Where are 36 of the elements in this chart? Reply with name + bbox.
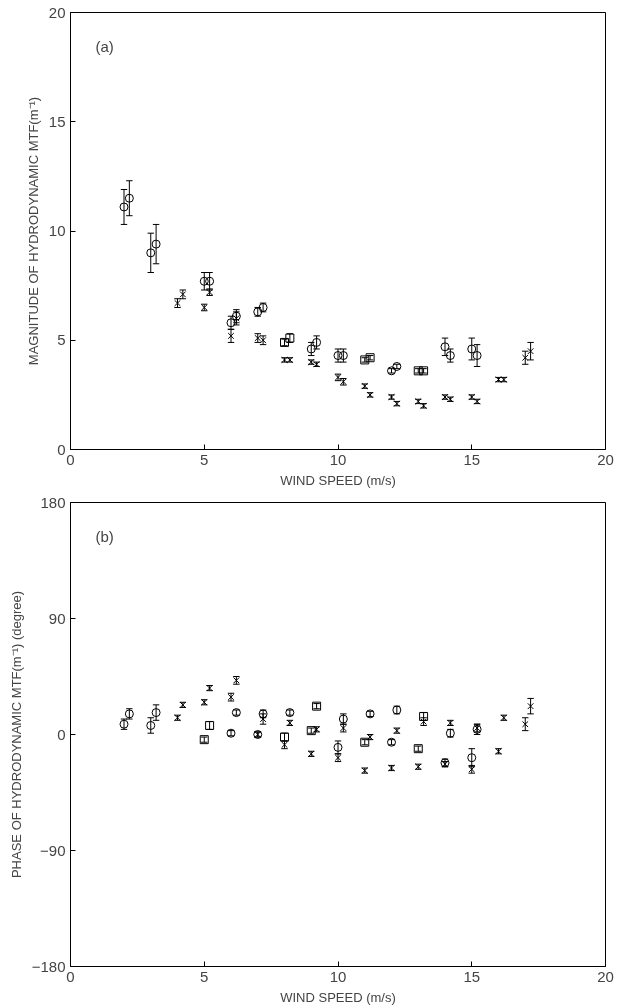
point bbox=[151, 239, 161, 249]
y-tick-label: 15 bbox=[48, 112, 66, 130]
x-axis-title: WIND SPEED (m/s) bbox=[280, 472, 396, 488]
y-tick-label: −90 bbox=[40, 841, 66, 859]
point bbox=[467, 344, 477, 354]
x-tick-label: 10 bbox=[329, 967, 347, 985]
annotation: (a) bbox=[95, 37, 114, 55]
point bbox=[521, 720, 529, 728]
x-tick-label: 5 bbox=[200, 450, 209, 468]
y-tick-label: 20 bbox=[48, 3, 66, 21]
point bbox=[472, 351, 482, 361]
y-tick-label: 0 bbox=[57, 725, 66, 743]
point bbox=[527, 702, 534, 710]
point bbox=[227, 332, 235, 340]
annotation: (b) bbox=[95, 527, 114, 545]
y-axis-title: PHASE OF HYDRODYNAMIC MTF(m⁻¹) (degree) bbox=[8, 590, 24, 879]
point bbox=[205, 276, 215, 286]
y-tick-label: −180 bbox=[31, 957, 66, 975]
x-axis-title: WIND SPEED (m/s) bbox=[280, 989, 396, 1005]
point bbox=[119, 202, 129, 212]
x-tick-label: 5 bbox=[200, 967, 209, 985]
point bbox=[199, 276, 209, 286]
x-tick-label: 20 bbox=[597, 967, 614, 985]
y-tick-label: 5 bbox=[57, 331, 66, 349]
x-tick-label: 15 bbox=[463, 967, 481, 985]
y-tick-label: 10 bbox=[48, 222, 66, 239]
y-tick-label: 180 bbox=[40, 493, 66, 511]
point bbox=[146, 720, 156, 730]
y-tick-label: 90 bbox=[48, 609, 66, 627]
x-tick-label: 10 bbox=[329, 450, 347, 468]
x-tick-label: 20 bbox=[597, 450, 614, 468]
point bbox=[124, 193, 134, 203]
x-tick-label: 15 bbox=[463, 450, 481, 468]
point bbox=[146, 248, 156, 258]
y-axis-title: MAGNITUDE OF HYDRODYNAMIC MTF(m⁻¹) bbox=[25, 96, 41, 366]
point bbox=[151, 708, 161, 718]
